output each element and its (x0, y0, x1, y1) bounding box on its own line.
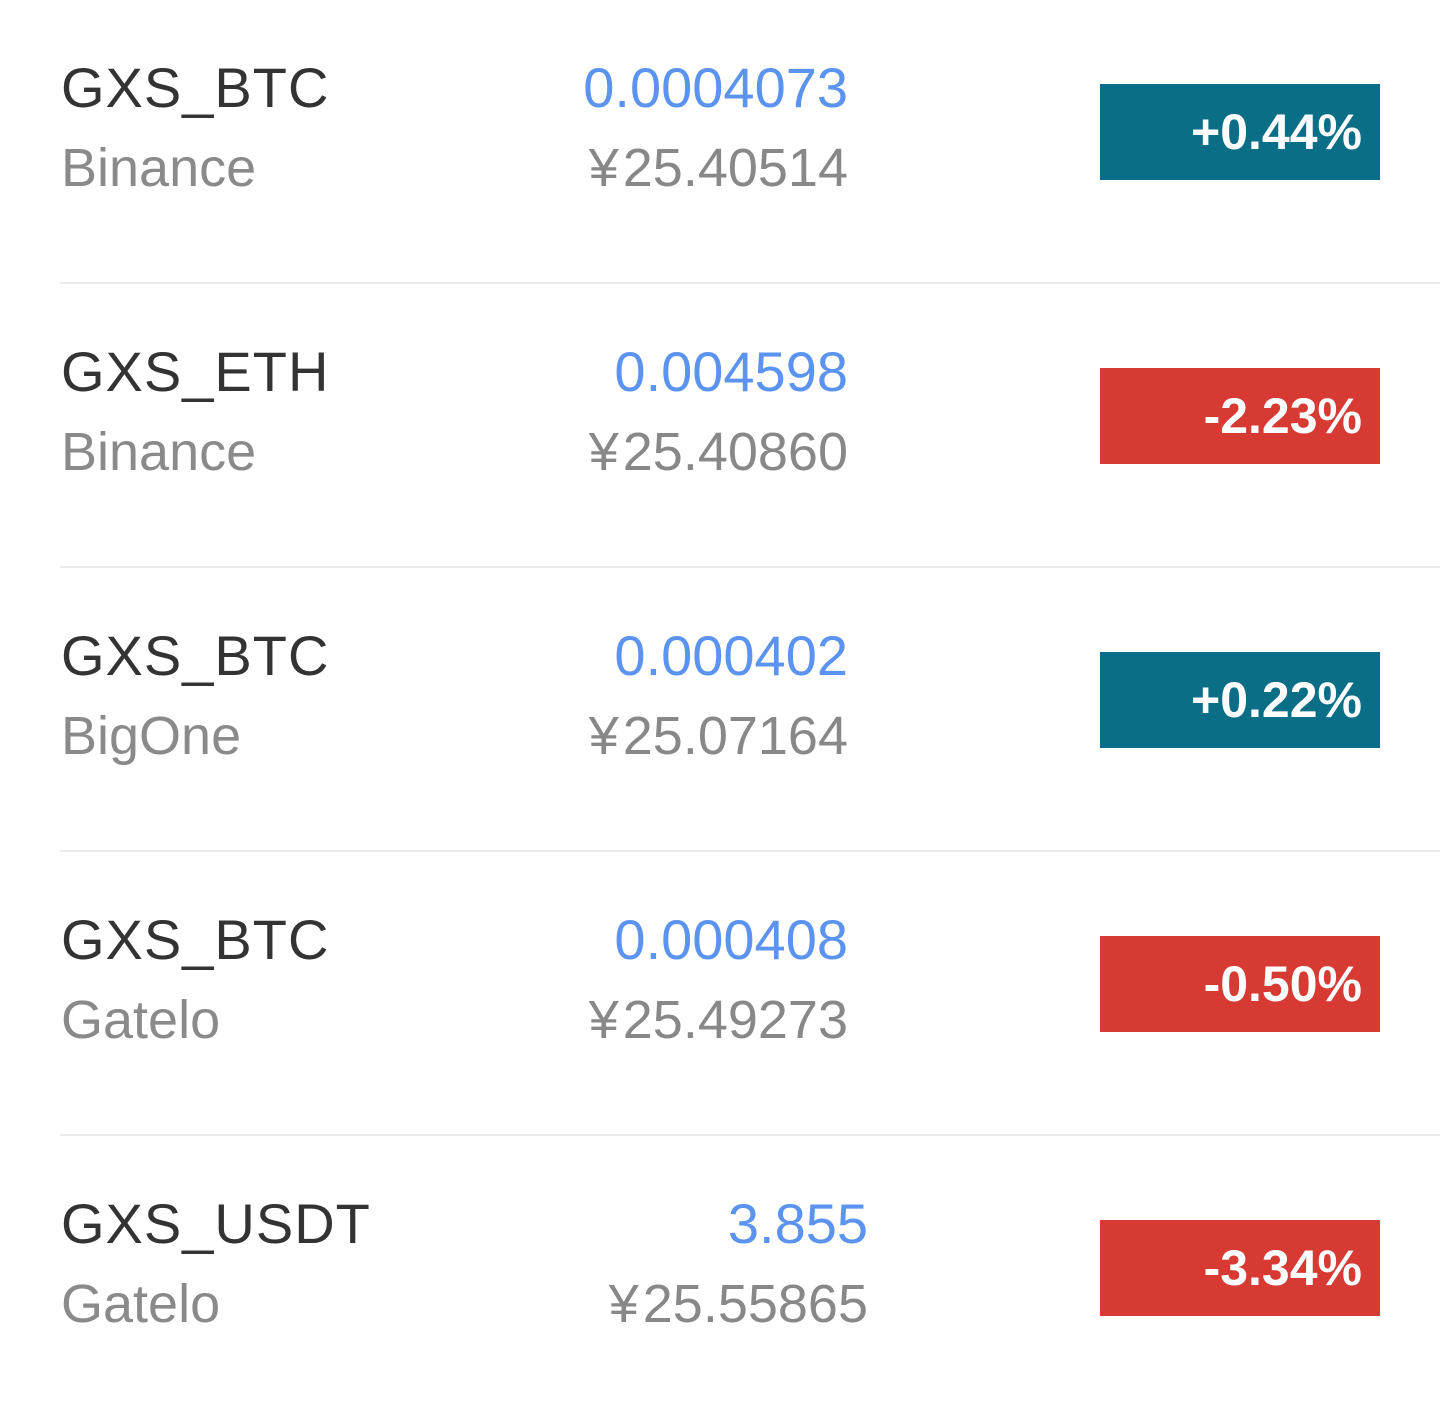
yen-symbol: ¥ (588, 990, 619, 1050)
pair-name: GXS_BTC (61, 56, 330, 119)
last-price: 0.004598 (614, 340, 848, 403)
cny-price: ¥25.49273 (589, 984, 848, 1056)
change-badge[interactable]: +0.22% (1100, 652, 1380, 748)
change-badge[interactable]: -2.23% (1100, 368, 1380, 464)
last-price: 0.0004073 (583, 56, 848, 119)
yen-symbol: ¥ (608, 1274, 639, 1334)
yen-symbol: ¥ (588, 422, 619, 482)
cny-value: 25.40860 (622, 422, 848, 482)
market-row[interactable]: GXS_ETH Binance 0.004598 ¥25.40860 -2.23… (0, 284, 1440, 568)
cny-value: 25.07164 (622, 706, 848, 766)
pair-name: GXS_BTC (61, 908, 330, 971)
last-price: 0.000402 (614, 624, 848, 687)
cny-price: ¥25.40514 (589, 132, 848, 204)
change-badge[interactable]: -0.50% (1100, 936, 1380, 1032)
market-row[interactable]: GXS_BTC Binance 0.0004073 ¥25.40514 +0.4… (0, 0, 1440, 284)
exchange-name: Gatelo (61, 990, 221, 1050)
exchange-name: Gatelo (61, 1274, 221, 1334)
cny-price: ¥25.55865 (609, 1268, 868, 1340)
last-price: 0.000408 (614, 908, 848, 971)
exchange-name: Binance (61, 422, 257, 482)
market-row[interactable]: GXS_USDT Gatelo 3.855 ¥25.55865 -3.34% (0, 1136, 1440, 1420)
pair-name: GXS_USDT (61, 1192, 371, 1255)
pair-name: GXS_BTC (61, 624, 330, 687)
exchange-name: Binance (61, 138, 257, 198)
cny-price: ¥25.07164 (589, 700, 848, 772)
change-badge[interactable]: +0.44% (1100, 84, 1380, 180)
last-price: 3.855 (727, 1192, 868, 1255)
pair-name: GXS_ETH (61, 340, 330, 403)
cny-value: 25.55865 (642, 1274, 868, 1334)
cny-value: 25.40514 (622, 138, 848, 198)
exchange-name: BigOne (61, 706, 242, 766)
yen-symbol: ¥ (588, 138, 619, 198)
cny-price: ¥25.40860 (589, 416, 848, 488)
cny-value: 25.49273 (622, 990, 848, 1050)
market-row[interactable]: GXS_BTC BigOne 0.000402 ¥25.07164 +0.22% (0, 568, 1440, 852)
yen-symbol: ¥ (588, 706, 619, 766)
market-row[interactable]: GXS_BTC Gatelo 0.000408 ¥25.49273 -0.50% (0, 852, 1440, 1136)
change-badge[interactable]: -3.34% (1100, 1220, 1380, 1316)
